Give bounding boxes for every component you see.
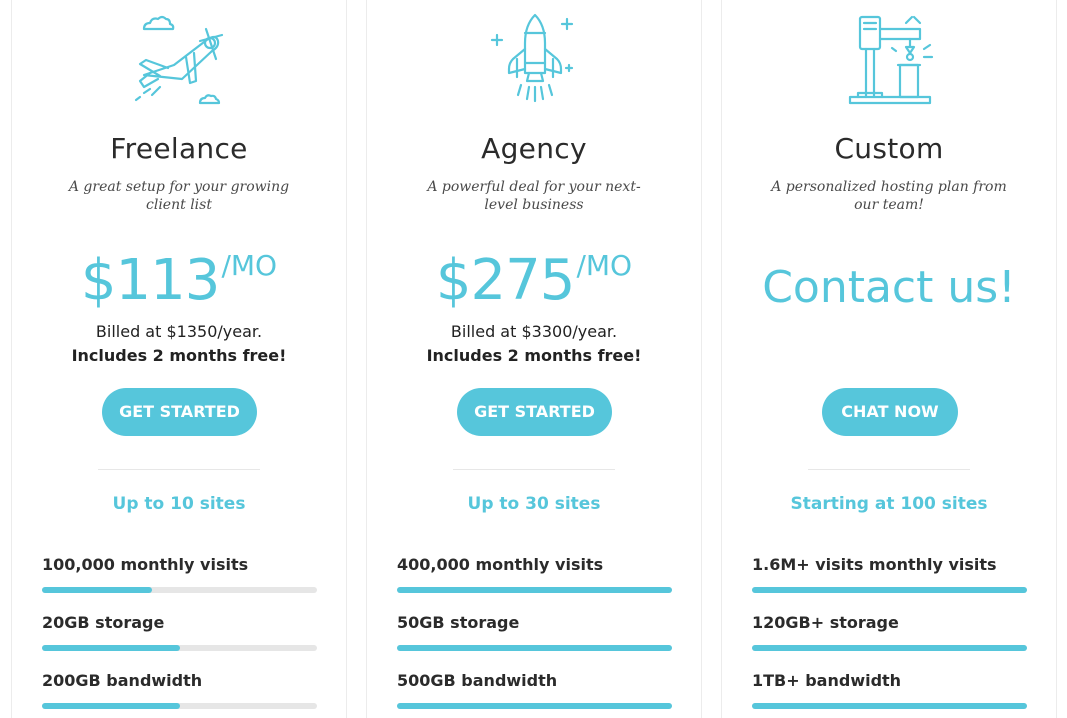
feature-bar-fill (397, 587, 672, 593)
feature-visits: 1.6M+ visits monthly visits (752, 553, 1027, 593)
feature-bar (397, 645, 672, 651)
plan-name: Agency (481, 132, 587, 165)
feature-bar (397, 703, 672, 709)
feature-bar-fill (752, 703, 1027, 709)
billing-info: Billed at $1350/year. Includes 2 months … (12, 320, 346, 368)
feature-bandwidth: 1TB+ bandwidth (752, 669, 1027, 709)
free-months-text: Includes 2 months free! (426, 346, 642, 365)
plan-price: $275/MO (367, 248, 701, 313)
sites-limit: Up to 10 sites (112, 494, 246, 514)
chat-now-button[interactable]: CHAT NOW (822, 388, 958, 436)
price-amount: $113 (80, 248, 221, 313)
feature-bar (397, 587, 672, 593)
feature-label: 1TB+ bandwidth (752, 671, 902, 690)
divider (808, 469, 970, 470)
plan-tagline: A personalized hosting plan from our tea… (771, 179, 1007, 213)
plan-card-agency: Agency A powerful deal for your next-lev… (366, 0, 702, 718)
plan-card-custom: Custom A personalized hosting plan from … (721, 0, 1057, 718)
plan-name: Custom (834, 132, 944, 165)
feature-bar-fill (397, 645, 672, 651)
machine-tool-icon (840, 13, 940, 105)
feature-bar-fill (42, 587, 152, 593)
contact-us-heading: Contact us! (762, 262, 1016, 313)
feature-bar (42, 645, 317, 651)
feature-label: 1.6M+ visits monthly visits (752, 555, 997, 574)
feature-bar (752, 587, 1027, 593)
airplane-icon (130, 13, 230, 105)
feature-bar (752, 645, 1027, 651)
sites-limit: Starting at 100 sites (790, 494, 988, 514)
billed-text: Billed at $3300/year. (450, 322, 618, 341)
plan-tagline: A great setup for your growing client li… (68, 179, 290, 213)
feature-storage: 20GB storage (42, 611, 317, 651)
feature-bar-fill (752, 645, 1027, 651)
price-amount: $275 (435, 248, 576, 313)
feature-label: 120GB+ storage (752, 613, 899, 632)
plan-price: $113/MO (12, 248, 346, 313)
get-started-button[interactable]: GET STARTED (457, 388, 612, 436)
divider (453, 469, 615, 470)
price-period: /MO (221, 249, 278, 282)
feature-storage: 50GB storage (397, 611, 672, 651)
plan-name: Freelance (110, 132, 248, 165)
sites-limit: Up to 30 sites (467, 494, 601, 514)
feature-bar-fill (752, 587, 1027, 593)
feature-bar (752, 703, 1027, 709)
feature-storage: 120GB+ storage (752, 611, 1027, 651)
feature-label: 100,000 monthly visits (42, 555, 249, 574)
feature-visits: 100,000 monthly visits (42, 553, 317, 593)
feature-bar (42, 587, 317, 593)
feature-bandwidth: 500GB bandwidth (397, 669, 672, 709)
free-months-text: Includes 2 months free! (71, 346, 287, 365)
plan-tagline: A powerful deal for your next-level busi… (427, 179, 641, 213)
feature-bar-fill (42, 645, 180, 651)
feature-visits: 400,000 monthly visits (397, 553, 672, 593)
rocket-icon (485, 13, 585, 105)
feature-bar-fill (397, 703, 672, 709)
feature-label: 200GB bandwidth (42, 671, 203, 690)
feature-label: 500GB bandwidth (397, 671, 558, 690)
billing-info: Billed at $3300/year. Includes 2 months … (367, 320, 701, 368)
divider (98, 469, 260, 470)
feature-bar (42, 703, 317, 709)
feature-bandwidth: 200GB bandwidth (42, 669, 317, 709)
feature-label: 20GB storage (42, 613, 165, 632)
feature-label: 50GB storage (397, 613, 520, 632)
plan-card-freelance: Freelance A great setup for your growing… (11, 0, 347, 718)
feature-label: 400,000 monthly visits (397, 555, 604, 574)
billed-text: Billed at $1350/year. (95, 322, 263, 341)
feature-bar-fill (42, 703, 180, 709)
price-period: /MO (576, 249, 633, 282)
get-started-button[interactable]: GET STARTED (102, 388, 257, 436)
